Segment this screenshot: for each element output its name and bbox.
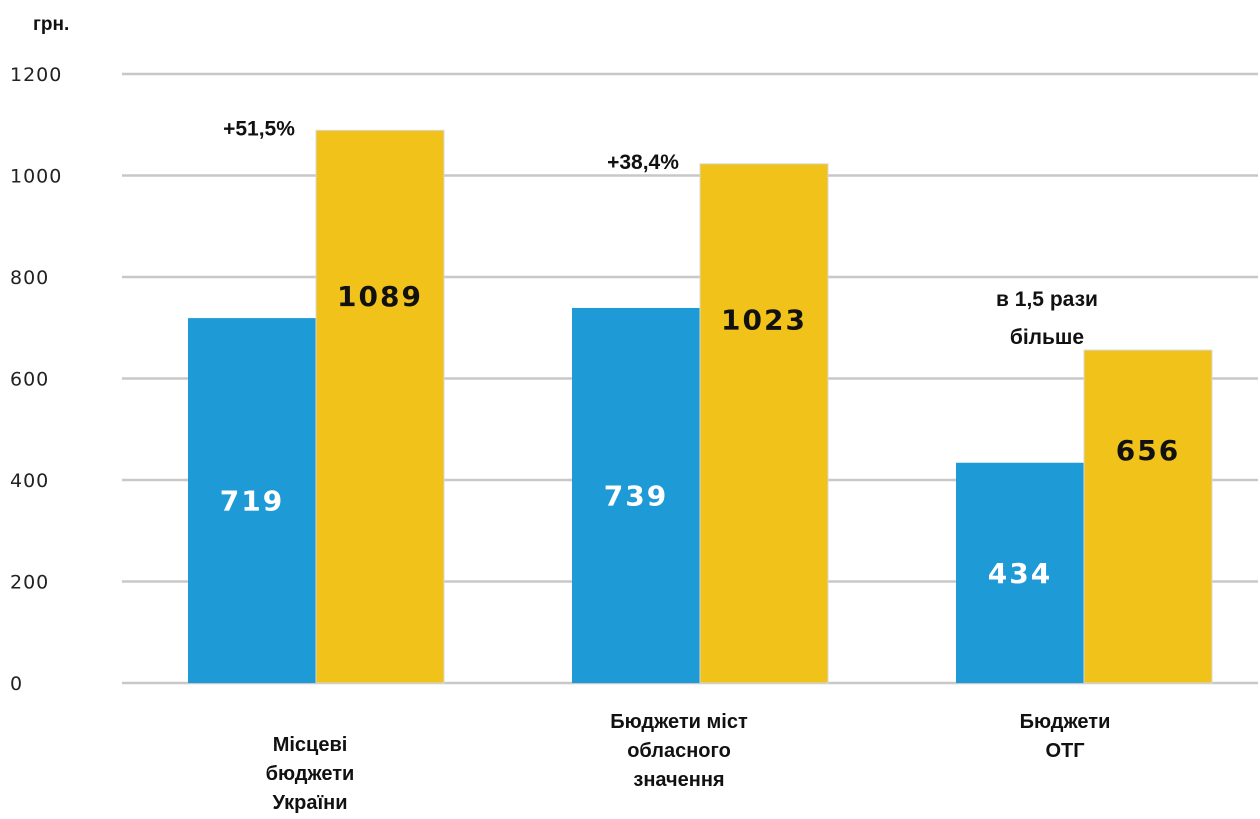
data-labels: 719 739 434 1089 1023 656 (220, 280, 1180, 590)
y-tick-label: 0 (10, 673, 23, 695)
data-label: 434 (988, 557, 1052, 590)
category-label: Місцеві (273, 734, 348, 756)
category-label: Бюджети міст (610, 711, 748, 733)
y-tick-label: 200 (10, 572, 49, 594)
y-tick-label: 1200 (10, 64, 62, 86)
bar-series2-cat1 (315, 129, 445, 684)
category-label: значення (633, 769, 724, 791)
bars (188, 129, 1213, 684)
data-label: 739 (604, 479, 668, 512)
unit-label: грн. (33, 14, 69, 35)
category-labels: Місцеві бюджети України Бюджети міст обласно… (266, 711, 1111, 814)
annotations: +51,5% +38,4% в 1,5 рази більше (223, 117, 1098, 349)
annotation-label: більше (1010, 326, 1084, 349)
y-axis-ticks: 0 200 400 600 800 1000 1200 (10, 64, 62, 695)
data-label: 656 (1116, 434, 1180, 467)
y-tick-label: 1000 (10, 166, 62, 188)
annotation-label: +38,4% (607, 151, 679, 174)
category-label: обласного (627, 740, 731, 762)
category-label: Бюджети (1020, 711, 1111, 733)
y-tick-label: 800 (10, 267, 49, 289)
category-label: ОТГ (1045, 740, 1084, 762)
y-tick-label: 400 (10, 470, 49, 492)
bar-series2-cat3 (1083, 349, 1213, 684)
data-label: 719 (220, 485, 284, 518)
bar-series1-cat3 (956, 462, 1084, 683)
bar-series1-cat1 (188, 318, 316, 683)
annotation-label: в 1,5 рази (996, 288, 1098, 311)
y-tick-label: 600 (10, 369, 49, 391)
annotation-label: +51,5% (223, 117, 295, 140)
bar-series2-cat2 (699, 163, 829, 684)
data-label: 1023 (721, 304, 807, 337)
data-label: 1089 (337, 280, 423, 313)
category-label: бюджети (266, 763, 355, 785)
bar-series1-cat2 (572, 307, 700, 683)
category-label: України (272, 792, 347, 814)
